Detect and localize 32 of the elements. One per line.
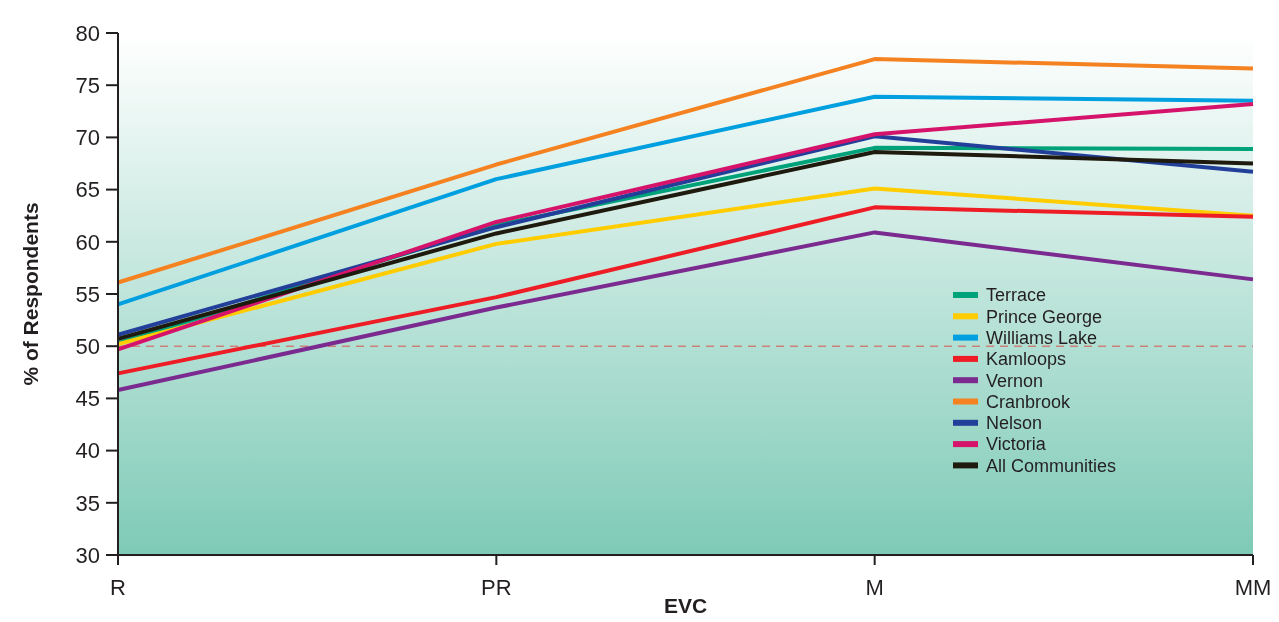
legend-label: Terrace [986, 285, 1047, 306]
legend-label: Cranbrook [986, 391, 1072, 412]
x-axis-title: EVC [663, 594, 708, 617]
legend-label: Kamloops [986, 349, 1067, 370]
legend-label: Williams Lake [986, 327, 1098, 348]
legend-label: Nelson [986, 413, 1043, 434]
line-series [116, 101, 1255, 352]
y-tick-label: 40 [75, 438, 100, 464]
y-tick-label: 50 [75, 333, 100, 359]
y-tick-label: 60 [75, 229, 100, 255]
line-series [116, 205, 1255, 376]
legend-label: Vernon [986, 370, 1044, 391]
y-axis-title: % of Respondents [19, 202, 42, 386]
y-tick-label: 75 [75, 72, 100, 98]
y-tick-label: 55 [75, 281, 100, 307]
y-tick-label: 80 [75, 20, 100, 46]
x-tick-label: MM [1234, 575, 1272, 600]
y-tick-label: 65 [75, 177, 100, 203]
x-tick-label: PR [481, 575, 512, 600]
legend-label: Victoria [986, 434, 1047, 455]
x-tick-label: M [865, 575, 884, 600]
y-tick-label: 70 [75, 125, 100, 151]
y-tick-label: 45 [75, 386, 100, 412]
y-tick-label: 35 [75, 490, 100, 516]
legend-label: All Communities [986, 455, 1117, 476]
line-series [116, 57, 1255, 285]
y-tick-label: 30 [75, 542, 100, 568]
line-series [116, 94, 1255, 307]
legend-label: Prince George [986, 306, 1103, 327]
line-series [116, 230, 1255, 393]
x-tick-label: R [110, 575, 126, 600]
line-series [116, 186, 1255, 347]
